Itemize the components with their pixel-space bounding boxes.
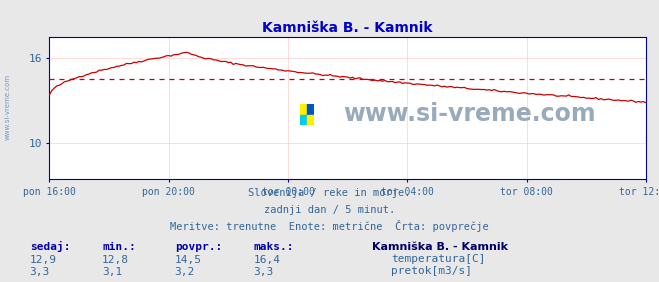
Text: maks.:: maks.: — [254, 242, 294, 252]
Text: 14,5: 14,5 — [175, 255, 202, 265]
Text: 16,4: 16,4 — [254, 255, 281, 265]
Text: 3,2: 3,2 — [175, 267, 195, 277]
Title: Kamniška B. - Kamnik: Kamniška B. - Kamnik — [262, 21, 433, 36]
Text: Slovenija / reke in morje.: Slovenija / reke in morje. — [248, 188, 411, 198]
Text: www.si-vreme.com: www.si-vreme.com — [5, 74, 11, 140]
Text: 3,1: 3,1 — [102, 267, 123, 277]
Text: pretok[m3/s]: pretok[m3/s] — [391, 266, 472, 276]
Text: 3,3: 3,3 — [254, 267, 274, 277]
Text: Kamniška B. - Kamnik: Kamniška B. - Kamnik — [372, 242, 508, 252]
Text: sedaj:: sedaj: — [30, 241, 70, 252]
Text: 12,9: 12,9 — [30, 255, 57, 265]
Bar — [300, 104, 307, 115]
Text: povpr.:: povpr.: — [175, 242, 222, 252]
Text: temperatura[C]: temperatura[C] — [391, 254, 485, 264]
Text: 3,3: 3,3 — [30, 267, 50, 277]
Bar — [307, 104, 314, 115]
Bar — [307, 115, 314, 125]
Text: min.:: min.: — [102, 242, 136, 252]
Text: Meritve: trenutne  Enote: metrične  Črta: povprečje: Meritve: trenutne Enote: metrične Črta: … — [170, 220, 489, 232]
Text: www.si-vreme.com: www.si-vreme.com — [343, 102, 595, 126]
Text: 12,8: 12,8 — [102, 255, 129, 265]
Text: zadnji dan / 5 minut.: zadnji dan / 5 minut. — [264, 205, 395, 215]
Bar — [300, 115, 307, 125]
